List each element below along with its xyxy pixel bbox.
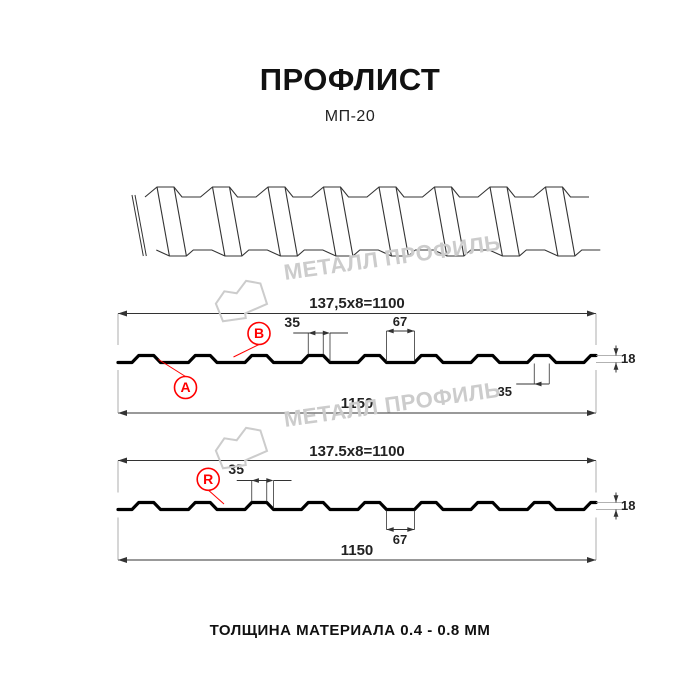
svg-text:67: 67	[393, 314, 407, 329]
svg-text:R: R	[203, 471, 213, 487]
svg-text:35: 35	[228, 461, 244, 477]
svg-text:18: 18	[621, 498, 635, 513]
svg-text:B: B	[254, 325, 264, 341]
svg-text:137,5x8=1100: 137,5x8=1100	[309, 295, 405, 312]
svg-text:67: 67	[393, 532, 407, 547]
svg-text:A: A	[180, 379, 190, 395]
svg-text:35: 35	[284, 314, 300, 330]
svg-text:137.5x8=1100: 137.5x8=1100	[309, 443, 405, 460]
svg-text:18: 18	[621, 351, 635, 366]
svg-text:МЕТАЛЛ ПРОФИЛЬ: МЕТАЛЛ ПРОФИЛЬ	[282, 377, 502, 432]
svg-text:МЕТАЛЛ ПРОФИЛЬ: МЕТАЛЛ ПРОФИЛЬ	[282, 230, 502, 285]
svg-text:1150: 1150	[341, 542, 374, 559]
